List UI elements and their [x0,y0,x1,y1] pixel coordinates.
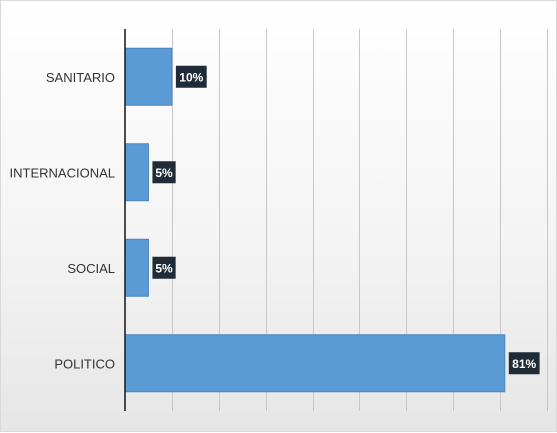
category-label: INTERNACIONAL [10,165,115,180]
data-label: 81% [512,357,536,371]
category-labels: SANITARIO INTERNACIONAL SOCIAL POLITICO [10,70,115,372]
bars [124,47,506,393]
data-label-box [152,161,176,184]
data-label-box [152,256,176,279]
bar-sanitario [124,47,173,106]
grid [172,29,548,411]
data-label: 5% [155,166,173,180]
data-label-box [175,65,207,88]
bar-politico [124,334,506,393]
data-labels: 10% 5% 5% 81% [152,65,540,375]
bar-internacional [124,143,149,202]
category-label: POLITICO [54,356,115,371]
category-label: SANITARIO [46,70,115,85]
category-label: SOCIAL [67,261,115,276]
data-label: 5% [155,261,173,275]
bar-social [124,238,149,297]
data-label: 10% [179,70,203,84]
data-label-box [508,352,540,375]
